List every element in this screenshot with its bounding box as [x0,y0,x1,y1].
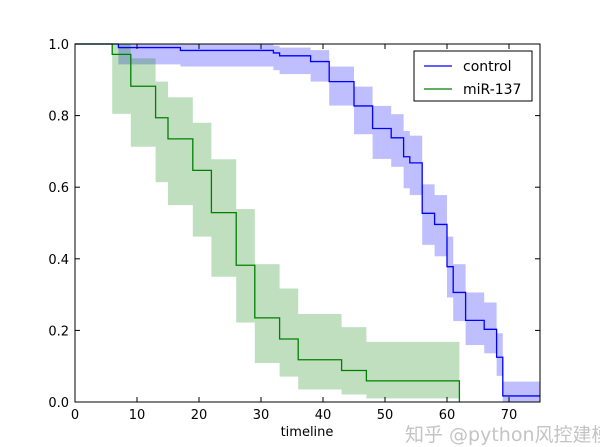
x-tick-label: 70 [501,408,518,423]
ci-band-mir137 [155,81,168,183]
ci-band-mir137 [254,264,280,363]
ci-band-control [484,302,497,354]
ci-band-mir137 [112,44,131,114]
plot-frame [74,43,541,403]
ci-band-mir137 [192,122,212,237]
ci-band-mir137 [279,288,299,377]
ci-band-control [354,86,373,135]
ci-band-control [403,130,410,189]
y-tick-label: 0.2 [48,324,69,339]
x-tick-label: 0 [71,408,79,423]
y-tick-label: 0.6 [48,181,69,196]
survival-lines [75,43,540,402]
watermark: 知乎 @python风控建模 [405,424,600,446]
ci-band-control [273,45,280,71]
ci-band-mir137 [211,159,237,277]
ci-band-control [180,44,274,67]
ci-band-control [118,44,181,65]
x-tick-label: 50 [377,408,394,423]
y-tick-label: 0.4 [48,253,69,268]
legend-label-mir137: miR-137 [463,82,521,98]
legend: control miR-137 [413,50,533,102]
y-tick-label: 0.8 [48,110,69,125]
ci-band-mir137 [298,313,342,390]
survival-line-control [75,43,540,397]
x-tick-label: 40 [315,408,332,423]
ci-band-control [372,105,392,159]
x-tick-label: 20 [191,408,208,423]
ci-bands [112,44,540,402]
y-tick-label: 1.0 [48,38,69,53]
ci-band-control [391,114,404,167]
ci-band-mir137 [168,97,193,206]
axis-ticks: 0 10 20 30 40 50 60 70 0.0 0.2 0.4 0.6 0.8 1.0 [48,38,540,423]
x-tick-label: 60 [439,408,456,423]
ci-band-control [422,184,435,245]
y-tick-label: 0.0 [48,396,69,411]
ci-band-control [329,66,354,106]
survival-line-mir137 [75,43,461,402]
ci-band-control [434,195,447,257]
ci-band-control [279,47,311,75]
x-tick-label: 30 [253,408,270,423]
x-axis-label: timeline [281,425,334,440]
ci-band-control [502,381,540,402]
ci-band-mir137 [130,58,156,147]
ci-band-control [310,50,330,82]
ci-band-control [409,135,423,196]
ci-band-control [465,292,485,346]
x-tick-label: 10 [129,408,146,423]
ci-band-mir137 [341,327,367,395]
ci-band-control [496,333,503,376]
ci-band-mir137 [366,341,460,399]
legend-label-control: control [463,59,512,75]
